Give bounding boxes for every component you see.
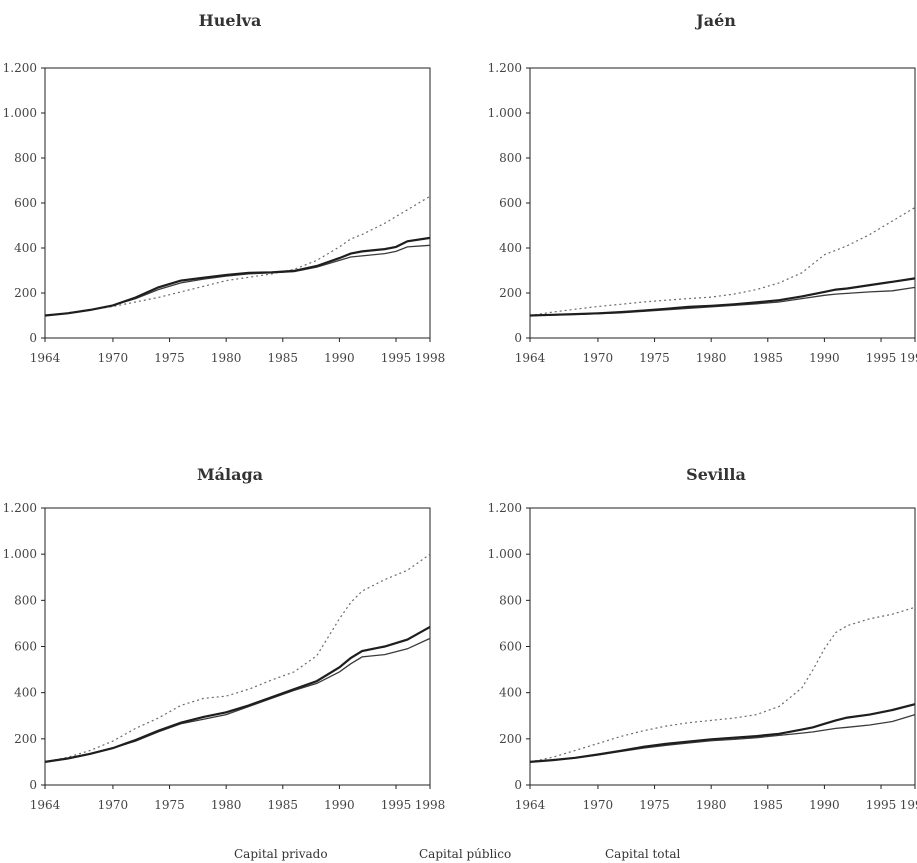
x-tick-label: 1990 (809, 798, 840, 812)
x-tick-label: 1998 (900, 351, 917, 365)
x-tick-label: 1995 (381, 798, 412, 812)
x-tick-label: 1995 (866, 798, 897, 812)
chart-grid: Huelva 0 200 400 600 800 1.000 1.200 1964 1970 197… (3, 11, 917, 812)
x-tick-label: 1985 (268, 351, 299, 365)
y-tick-label: 800 (14, 593, 37, 607)
y-tick-label: 800 (499, 151, 522, 165)
plot-frame (529, 507, 916, 786)
chart-title: Jaén (694, 11, 736, 30)
y-tick-label: 200 (499, 732, 522, 746)
x-tick-label: 1998 (415, 351, 446, 365)
x-tick-label: 1964 (30, 351, 61, 365)
y-tick-label: 800 (499, 593, 522, 607)
line-capital-total (529, 703, 916, 763)
y-tick-label: 1.000 (3, 547, 37, 561)
x-tick-label: 1998 (900, 798, 917, 812)
y-tick-label: 600 (499, 196, 522, 210)
chart-panel-huelva: Huelva 0 200 400 600 800 1.000 1.200 1964 1970 197… (3, 11, 446, 365)
x-tick-label: 1975 (154, 351, 185, 365)
line-capital-publico (44, 553, 431, 763)
y-tick-label: 1.200 (3, 501, 37, 515)
y-tick-label: 1.200 (488, 501, 522, 515)
x-tick-label: 1970 (583, 798, 614, 812)
chart-title: Málaga (197, 465, 263, 484)
y-tick-label: 200 (14, 286, 37, 300)
x-tick-label: 1970 (98, 798, 129, 812)
chart-title: Sevilla (686, 465, 746, 484)
plot-frame (44, 67, 431, 339)
y-tick-label: 0 (29, 331, 37, 345)
y-tick-label: 400 (499, 686, 522, 700)
line-capital-publico (529, 206, 916, 317)
y-tick-label: 0 (514, 331, 522, 345)
y-tick-label: 200 (14, 732, 37, 746)
y-tick-label: 1.000 (488, 106, 522, 120)
x-tick-label: 1980 (211, 798, 242, 812)
x-tick-label: 1975 (639, 798, 670, 812)
x-tick-label: 1975 (154, 798, 185, 812)
y-tick-label: 400 (14, 686, 37, 700)
x-tick-label: 1995 (866, 351, 897, 365)
plot-frame (529, 67, 916, 339)
x-tick-label: 1990 (809, 351, 840, 365)
legend-item-capital-total: Capital total (605, 847, 681, 861)
x-tick-label: 1975 (639, 351, 670, 365)
y-tick-label: 1.200 (488, 61, 522, 75)
chart-title: Huelva (199, 11, 262, 30)
chart-panel-mlaga: Málaga 0 200 400 600 800 1.000 1.200 1964 1970 197… (3, 465, 446, 812)
line-capital-privado (44, 244, 431, 317)
x-tick-label: 1970 (98, 351, 129, 365)
y-tick-label: 200 (499, 286, 522, 300)
legend-item-capital-privado: Capital privado (234, 847, 328, 861)
line-capital-total (44, 236, 431, 317)
x-tick-label: 1995 (381, 351, 412, 365)
line-capital-privado (529, 286, 916, 317)
line-capital-publico (529, 606, 916, 763)
y-tick-label: 800 (14, 151, 37, 165)
chart-panel-sevilla: Sevilla 0 200 400 600 800 1.000 1.200 1964 1970 19… (488, 465, 917, 812)
x-tick-label: 1985 (268, 798, 299, 812)
y-tick-label: 1.200 (3, 61, 37, 75)
x-tick-label: 1980 (696, 351, 727, 365)
y-tick-label: 400 (14, 241, 37, 255)
y-tick-label: 600 (14, 196, 37, 210)
x-tick-label: 1964 (515, 798, 546, 812)
line-capital-total (44, 625, 431, 763)
y-tick-label: 1.000 (3, 106, 37, 120)
x-tick-label: 1980 (696, 798, 727, 812)
y-tick-label: 0 (29, 778, 37, 792)
x-tick-label: 1990 (324, 798, 355, 812)
chart-panel-jan: Jaén 0 200 400 600 800 1.000 1.200 1964 1970 1975 1… (488, 11, 917, 365)
x-tick-label: 1980 (211, 351, 242, 365)
y-tick-label: 1.000 (488, 547, 522, 561)
x-tick-label: 1990 (324, 351, 355, 365)
y-tick-label: 0 (514, 778, 522, 792)
x-tick-label: 1964 (30, 798, 61, 812)
x-tick-label: 1998 (415, 798, 446, 812)
legend-item-capital-publico: Capital público (419, 847, 512, 861)
y-tick-label: 400 (499, 241, 522, 255)
x-tick-label: 1970 (583, 351, 614, 365)
x-tick-label: 1964 (515, 351, 546, 365)
plot-frame (44, 507, 431, 786)
y-tick-label: 600 (499, 640, 522, 654)
line-capital-privado (44, 637, 431, 763)
x-tick-label: 1985 (753, 798, 784, 812)
x-tick-label: 1985 (753, 351, 784, 365)
line-capital-publico (44, 195, 431, 317)
y-tick-label: 600 (14, 640, 37, 654)
line-capital-total (529, 277, 916, 317)
